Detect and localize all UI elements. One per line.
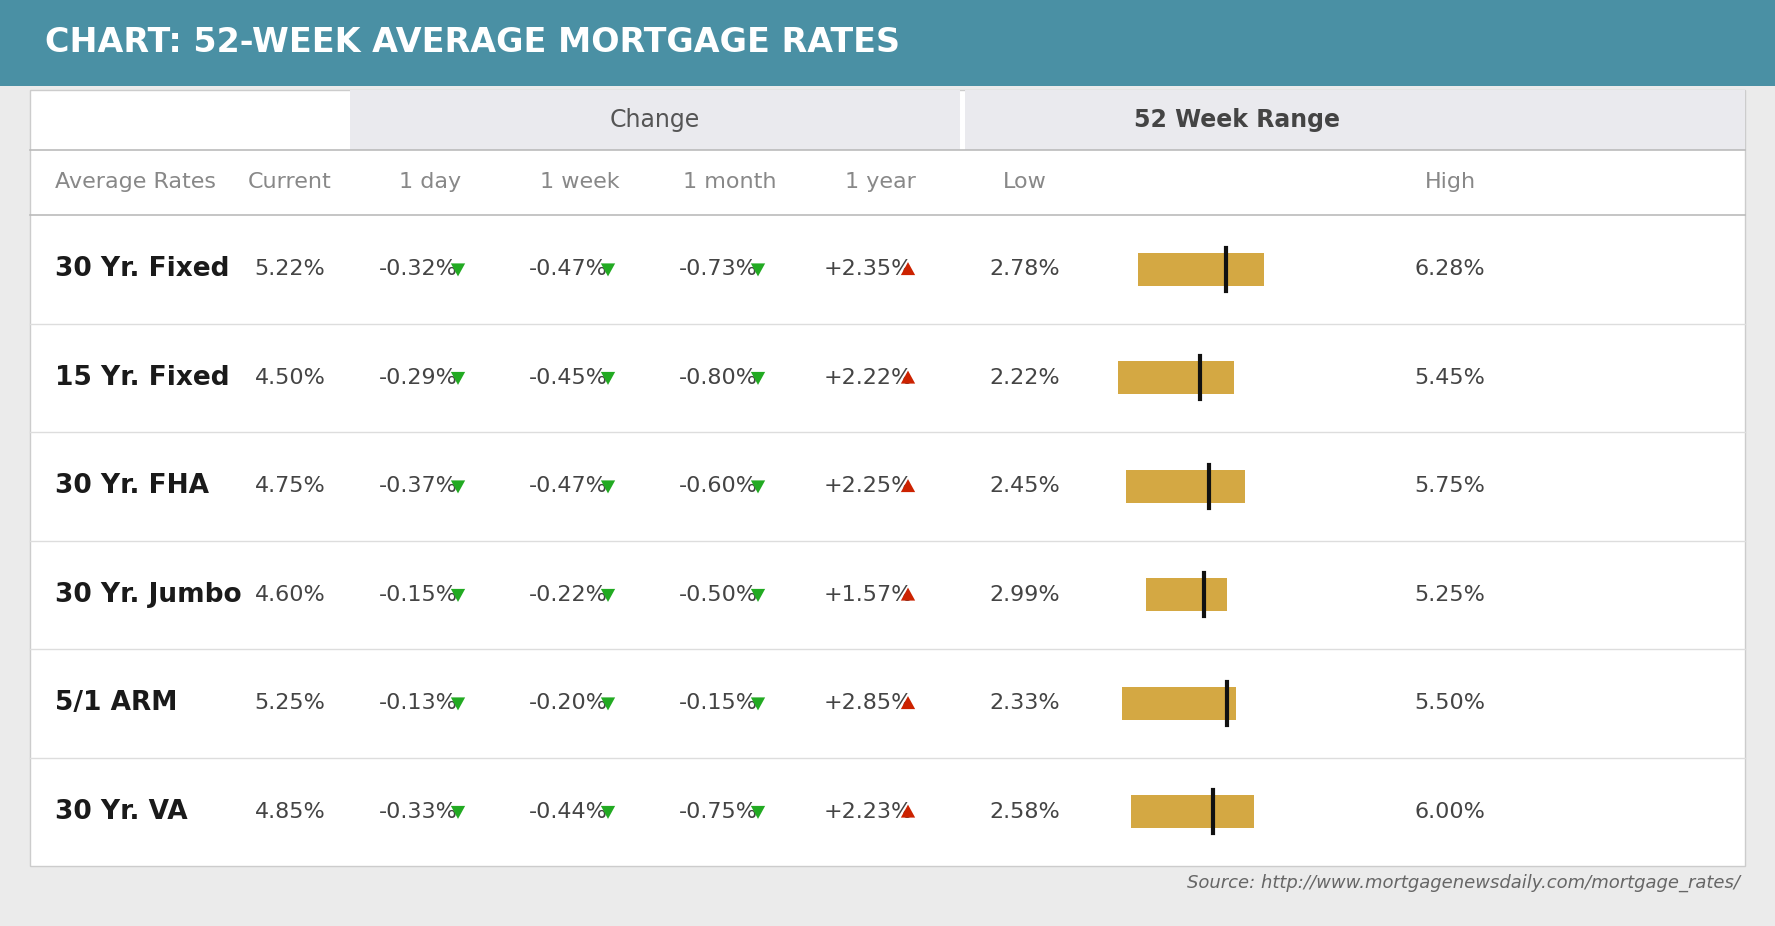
Text: -0.50%: -0.50% <box>678 584 758 605</box>
Bar <box>1118 361 1234 394</box>
Text: -0.15%: -0.15% <box>678 694 758 713</box>
Text: CHART: 52-WEEK AVERAGE MORTGAGE RATES: CHART: 52-WEEK AVERAGE MORTGAGE RATES <box>44 27 900 59</box>
Text: Source: http://www.mortgagenewsdaily.com/mortgage_rates/: Source: http://www.mortgagenewsdaily.com… <box>1187 874 1740 893</box>
Polygon shape <box>751 263 765 276</box>
Text: Low: Low <box>1003 172 1047 193</box>
Text: -0.15%: -0.15% <box>378 584 458 605</box>
Text: 2.33%: 2.33% <box>990 694 1060 713</box>
Polygon shape <box>751 481 765 494</box>
Text: -0.20%: -0.20% <box>529 694 607 713</box>
Polygon shape <box>902 479 916 492</box>
Text: -0.44%: -0.44% <box>529 802 607 821</box>
Text: -0.47%: -0.47% <box>529 259 607 280</box>
Text: +2.22%: +2.22% <box>824 368 912 388</box>
Text: -0.47%: -0.47% <box>529 476 607 496</box>
Polygon shape <box>602 481 616 494</box>
Polygon shape <box>751 697 765 710</box>
Text: -0.33%: -0.33% <box>378 802 458 821</box>
Text: 5.22%: 5.22% <box>254 259 325 280</box>
Text: Current: Current <box>249 172 332 193</box>
Polygon shape <box>602 589 616 602</box>
Text: 2.22%: 2.22% <box>990 368 1060 388</box>
Bar <box>1125 470 1244 503</box>
Text: 30 Yr. VA: 30 Yr. VA <box>55 799 188 825</box>
Text: 4.75%: 4.75% <box>254 476 325 496</box>
Polygon shape <box>602 263 616 276</box>
Text: 5.25%: 5.25% <box>254 694 325 713</box>
Text: 5/1 ARM: 5/1 ARM <box>55 690 178 716</box>
Text: 6.00%: 6.00% <box>1415 802 1486 821</box>
Text: -0.32%: -0.32% <box>378 259 458 280</box>
Text: 15 Yr. Fixed: 15 Yr. Fixed <box>55 365 229 391</box>
Bar <box>30 90 1745 866</box>
Polygon shape <box>902 696 916 709</box>
Text: -0.45%: -0.45% <box>529 368 607 388</box>
Polygon shape <box>451 481 465 494</box>
Text: +1.57%: +1.57% <box>824 584 912 605</box>
Text: -0.60%: -0.60% <box>678 476 758 496</box>
Polygon shape <box>751 589 765 602</box>
Polygon shape <box>451 372 465 385</box>
Bar <box>1138 253 1264 285</box>
Text: 1 week: 1 week <box>540 172 619 193</box>
Text: -0.37%: -0.37% <box>378 476 458 496</box>
Bar <box>0 0 1775 86</box>
Polygon shape <box>451 263 465 276</box>
Polygon shape <box>902 588 916 601</box>
Text: +2.85%: +2.85% <box>824 694 912 713</box>
Polygon shape <box>902 262 916 275</box>
Text: 52 Week Range: 52 Week Range <box>1134 108 1340 132</box>
Text: Average Rates: Average Rates <box>55 172 217 193</box>
Text: High: High <box>1424 172 1475 193</box>
Polygon shape <box>902 370 916 383</box>
Text: 2.78%: 2.78% <box>990 259 1060 280</box>
Bar <box>1122 687 1235 720</box>
Text: +2.25%: +2.25% <box>824 476 912 496</box>
Bar <box>966 90 1745 150</box>
Polygon shape <box>902 805 916 818</box>
Text: -0.80%: -0.80% <box>678 368 758 388</box>
Text: 30 Yr. FHA: 30 Yr. FHA <box>55 473 209 499</box>
Text: -0.29%: -0.29% <box>378 368 458 388</box>
Text: -0.73%: -0.73% <box>678 259 758 280</box>
Text: 2.45%: 2.45% <box>990 476 1060 496</box>
Text: 1 month: 1 month <box>683 172 777 193</box>
Bar <box>1131 795 1253 828</box>
Text: 1 day: 1 day <box>399 172 462 193</box>
Text: 6.28%: 6.28% <box>1415 259 1486 280</box>
Polygon shape <box>751 372 765 385</box>
Text: 4.60%: 4.60% <box>254 584 325 605</box>
Bar <box>350 90 960 150</box>
Text: 1 year: 1 year <box>845 172 916 193</box>
Text: 2.99%: 2.99% <box>990 584 1060 605</box>
Text: 5.25%: 5.25% <box>1415 584 1486 605</box>
Text: -0.13%: -0.13% <box>378 694 458 713</box>
Text: 2.58%: 2.58% <box>990 802 1060 821</box>
Text: +2.23%: +2.23% <box>824 802 912 821</box>
Polygon shape <box>602 806 616 819</box>
Polygon shape <box>451 589 465 602</box>
Polygon shape <box>451 697 465 710</box>
Text: 30 Yr. Fixed: 30 Yr. Fixed <box>55 257 229 282</box>
Text: 30 Yr. Jumbo: 30 Yr. Jumbo <box>55 582 241 607</box>
Text: -0.75%: -0.75% <box>678 802 758 821</box>
Text: 4.85%: 4.85% <box>254 802 325 821</box>
Text: Change: Change <box>611 108 699 132</box>
Polygon shape <box>751 806 765 819</box>
Text: -0.22%: -0.22% <box>529 584 607 605</box>
Text: 5.45%: 5.45% <box>1415 368 1486 388</box>
Text: 4.50%: 4.50% <box>254 368 325 388</box>
Polygon shape <box>451 806 465 819</box>
Bar <box>1145 579 1227 611</box>
Text: 5.50%: 5.50% <box>1415 694 1486 713</box>
Text: 5.75%: 5.75% <box>1415 476 1486 496</box>
Polygon shape <box>602 697 616 710</box>
Text: +2.35%: +2.35% <box>824 259 912 280</box>
Polygon shape <box>602 372 616 385</box>
